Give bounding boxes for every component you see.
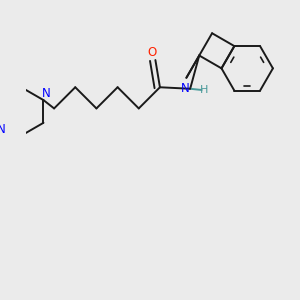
Text: N: N [42, 87, 51, 100]
Text: O: O [148, 46, 157, 59]
Text: H: H [200, 85, 208, 95]
Text: N: N [181, 82, 190, 95]
Text: N: N [0, 123, 6, 136]
